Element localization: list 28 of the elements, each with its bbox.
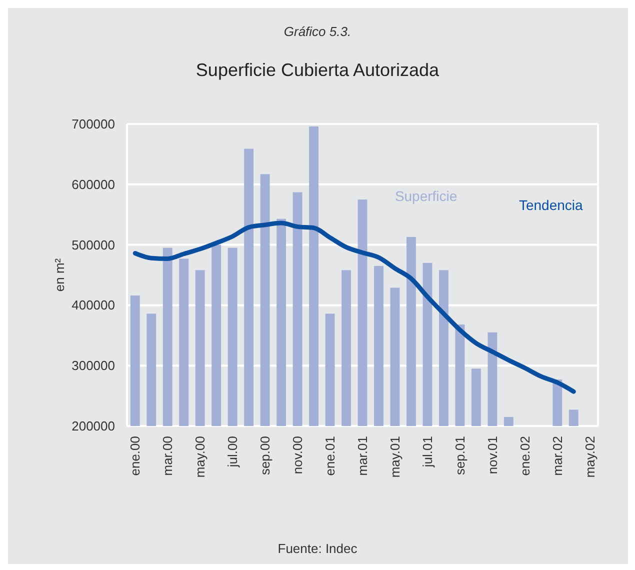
source-note: Fuente: Indec: [278, 541, 358, 556]
y-axis-title: en m²: [52, 258, 67, 292]
x-tick-label: may.02: [582, 436, 598, 478]
x-tick-label: mar.01: [355, 436, 370, 476]
x-tick-label: sep.00: [258, 436, 273, 476]
y-tick-label: 300000: [72, 358, 115, 374]
series-label: Superficie: [394, 188, 458, 204]
y-tick-label: 200000: [72, 418, 115, 434]
x-tick-label: nov.01: [484, 436, 500, 474]
x-tick-label: sep.01: [452, 436, 468, 476]
y-tick-label: 700000: [72, 116, 115, 132]
x-tick-label: ene.00: [128, 436, 143, 476]
y-tick-label: 600000: [72, 176, 115, 192]
y-tick-label: 500000: [72, 237, 115, 252]
y-tick-label: 400000: [72, 298, 115, 313]
x-tick-label: may.01: [387, 436, 402, 478]
x-tick-label: nov.00: [290, 436, 306, 474]
x-tick-label: jul.01: [420, 436, 435, 468]
x-tick-label: mar.00: [160, 436, 176, 476]
x-tick-label: jul.00: [225, 436, 240, 468]
chart-subtitle: Gráfico 5.3.: [284, 24, 352, 39]
x-tick-label: may.00: [192, 436, 208, 478]
line-series: [132, 220, 576, 394]
chart-title: Superficie Cubierta Autorizada: [196, 60, 440, 80]
x-tick-label: ene.01: [322, 436, 338, 476]
x-tick-label: mar.02: [550, 436, 565, 476]
x-tick-label: ene.02: [517, 436, 532, 476]
text: Tendencia: [518, 197, 584, 214]
